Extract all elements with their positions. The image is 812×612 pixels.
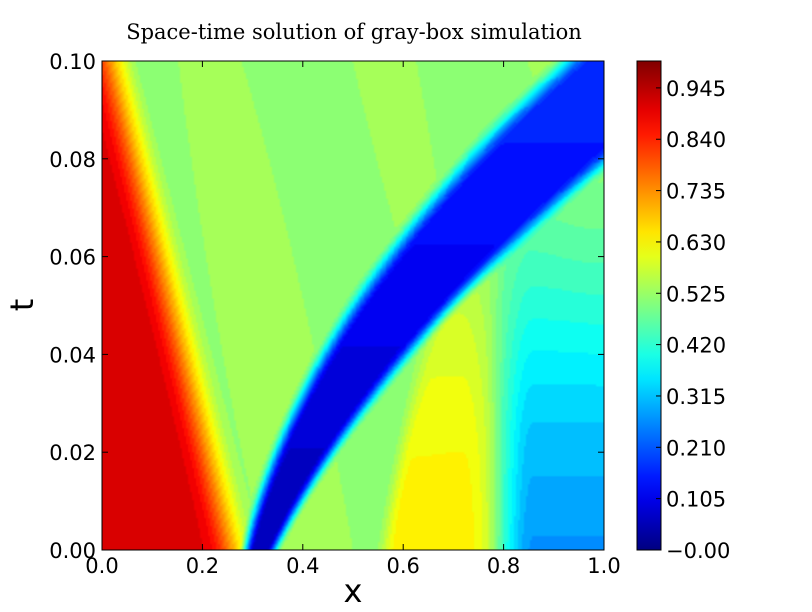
colorbar-tick-label: 0.315 [666, 385, 726, 409]
x-tick-label: 0.8 [487, 554, 520, 578]
y-axis-label: t [3, 299, 41, 312]
y-tick-label: 0.00 [49, 539, 96, 563]
colorbar-frame [636, 60, 662, 551]
x-tick-label: 1.0 [587, 554, 620, 578]
x-axis-label: x [344, 572, 363, 610]
x-tick-label: 0.2 [186, 554, 219, 578]
colorbar-tick-label: 0.840 [666, 128, 726, 152]
x-tick-label: 0.0 [85, 554, 118, 578]
colorbar-tick-label: 0.630 [666, 231, 726, 255]
colorbar-tick-label: 0.210 [666, 436, 726, 460]
y-tick-label: 0.08 [49, 148, 96, 172]
y-tick-label: 0.10 [49, 50, 96, 74]
plot-area [101, 60, 605, 551]
colorbar-tick-label: −0.00 [666, 539, 730, 563]
heatmap-image [102, 61, 604, 550]
colorbar: −0.00 0.105 0.210 0.315 0.420 0.525 0.630 0.735… [636, 60, 730, 563]
colorbar-tick-label: 0.945 [666, 77, 726, 101]
colorbar-tick-label: 0.105 [666, 488, 726, 512]
x-tick-label: 0.6 [386, 554, 419, 578]
y-tick-label: 0.04 [49, 343, 96, 367]
chart-title: Space-time solution of gray-box simulati… [126, 20, 582, 44]
colorbar-tick-label: 0.735 [666, 180, 726, 204]
y-tick-label: 0.02 [49, 441, 96, 465]
plot-frame [101, 60, 605, 551]
colorbar-tick-label: 0.420 [666, 334, 726, 358]
colorbar-tick-label: 0.525 [666, 282, 726, 306]
y-axis: 0.00 0.02 0.04 0.06 0.08 0.10 [49, 50, 604, 563]
y-tick-label: 0.06 [49, 246, 96, 270]
x-axis: 0.0 0.2 0.4 0.6 0.8 1.0 [85, 61, 621, 578]
x-tick-label: 0.4 [286, 554, 319, 578]
colorbar-gradient [637, 61, 661, 550]
